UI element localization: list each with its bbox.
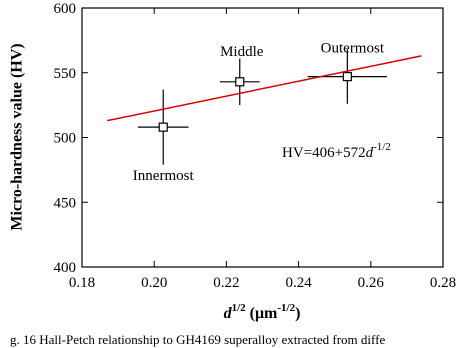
x-tick-label: 0.26 xyxy=(358,275,385,291)
x-label-unit-sup: -1/2 xyxy=(277,302,295,314)
x-label-sup: 1/2 xyxy=(232,302,247,314)
y-tick-label: 500 xyxy=(54,131,77,147)
point xyxy=(235,77,245,87)
y-tick-label: 450 xyxy=(54,195,77,211)
y-tick-label: 550 xyxy=(54,66,77,82)
point xyxy=(158,122,168,132)
x-axis-label: d1/2 (μm-1/2) xyxy=(224,302,301,322)
point-label: Innermost xyxy=(133,168,195,184)
x-tick-label: 0.22 xyxy=(213,275,239,291)
equation: HV=406+572d-1/2 xyxy=(282,141,391,161)
x-label-close: ) xyxy=(295,305,300,322)
point-label: Middle xyxy=(220,44,264,60)
x-label-unit: (μm xyxy=(246,305,278,322)
x-tick-label: 0.28 xyxy=(430,275,456,291)
fit-line xyxy=(107,55,422,122)
x-label-var: d xyxy=(224,305,233,322)
y-tick-label: 400 xyxy=(54,260,77,276)
y-axis-label: Micro-hardness value (HV) xyxy=(9,43,26,230)
point-label: Outermost xyxy=(321,41,385,57)
equation-var: d xyxy=(366,145,374,161)
caption: g. 16 Hall-Petch relationship to GH4169 … xyxy=(10,332,385,347)
x-tick-label: 0.18 xyxy=(69,275,95,291)
y-tick-label: 600 xyxy=(54,1,77,17)
equation-sup: -1/2 xyxy=(373,141,391,153)
point xyxy=(342,72,352,82)
x-tick-label: 0.20 xyxy=(141,275,167,291)
x-tick-label: 0.24 xyxy=(285,275,312,291)
equation-text: HV=406+572 xyxy=(282,145,366,161)
